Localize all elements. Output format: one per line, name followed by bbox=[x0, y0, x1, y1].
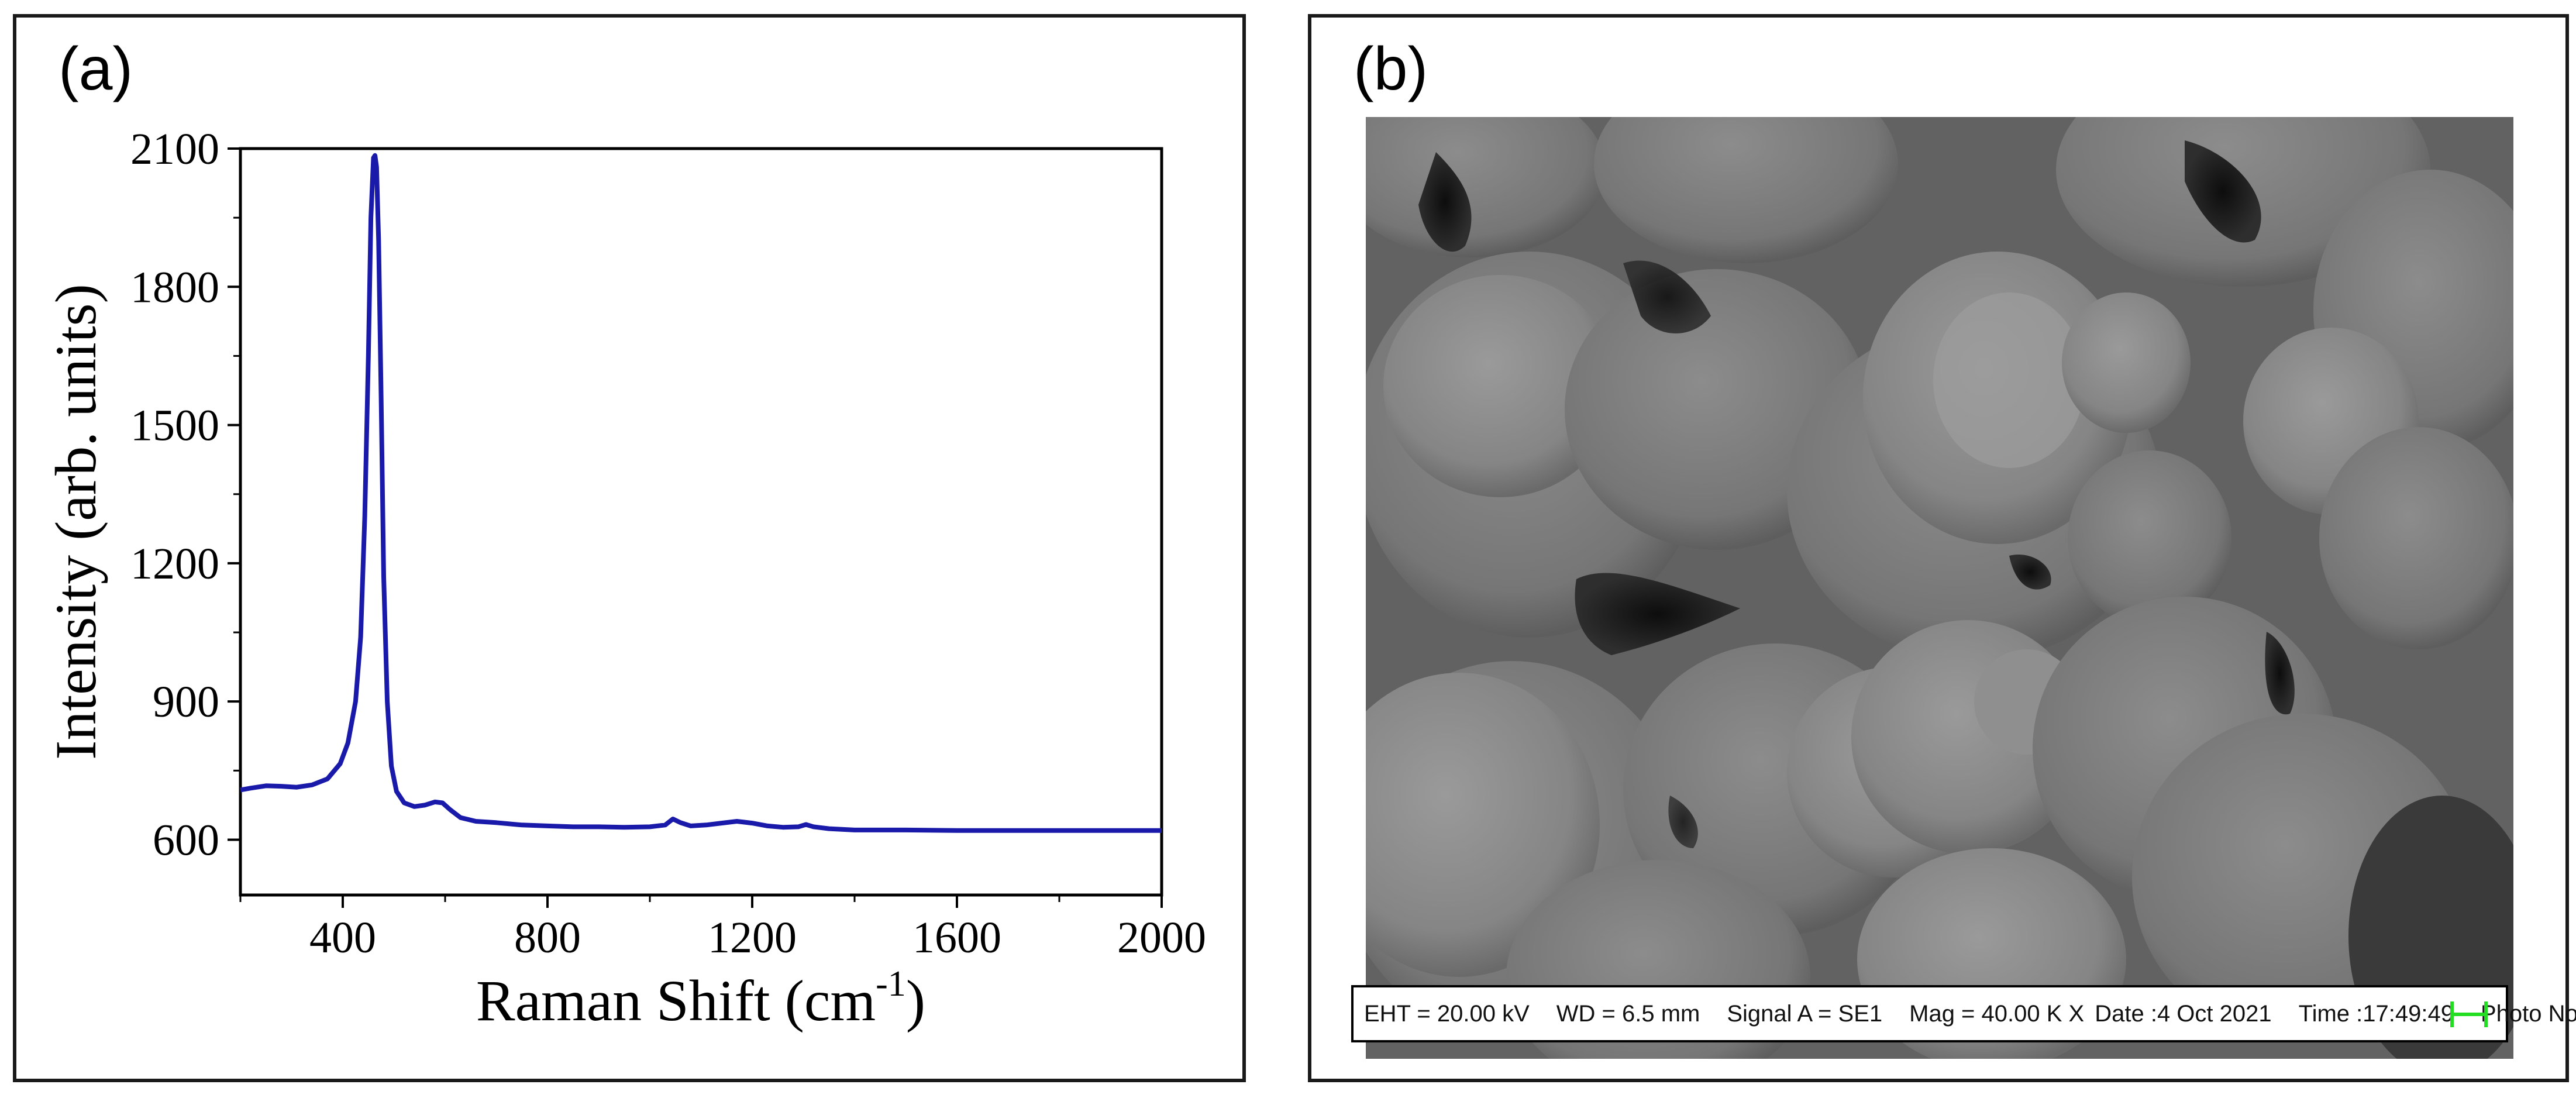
y-axis-title: Intensity (arb. units) bbox=[43, 284, 108, 760]
signal-value: Signal A = SE1 bbox=[1727, 1000, 1883, 1027]
x-tick-label: 1200 bbox=[708, 913, 797, 962]
photo-number: Photo No. = 10578 bbox=[2480, 1000, 2576, 1027]
y-tick-label: 1500 bbox=[130, 401, 219, 450]
y-tick-label: 900 bbox=[153, 677, 219, 727]
scale-bar-icon bbox=[2450, 1001, 2488, 1027]
x-tick-label: 2000 bbox=[1117, 913, 1206, 962]
y-tick-label: 1200 bbox=[130, 539, 219, 588]
plot-frame bbox=[239, 147, 1163, 897]
eht-value: EHT = 20.00 kV bbox=[1364, 1000, 1530, 1027]
panel-b-label: (b) bbox=[1354, 35, 1428, 103]
panel-b: (b) bbox=[1308, 14, 2576, 1082]
panel-a-label: (a) bbox=[58, 35, 133, 103]
spectrum-line bbox=[240, 153, 1162, 833]
time-value: Time :17:49:49 bbox=[2298, 1000, 2454, 1027]
y-tick-label: 600 bbox=[153, 815, 219, 865]
wd-value: WD = 6.5 mm bbox=[1556, 1000, 1700, 1027]
y-tick-label: 2100 bbox=[130, 125, 219, 174]
y-tick-label: 1800 bbox=[130, 263, 219, 312]
date-value: Date :4 Oct 2021 bbox=[2095, 1000, 2272, 1027]
sem-info-bar: EHT = 20.00 kV WD = 6.5 mm Signal A = SE… bbox=[1351, 985, 2576, 1042]
x-tick-label: 1600 bbox=[912, 913, 1001, 962]
raman-chart: 400 800 1200 1600 2000 600 900 1200 1500 1800 2100… bbox=[43, 125, 1206, 1033]
sem-micrograph-art bbox=[1366, 117, 2513, 1059]
x-tick-label: 800 bbox=[514, 913, 581, 962]
ticks-layer: 400 800 1200 1600 2000 600 900 1200 1500 1800 2100 bbox=[130, 125, 1206, 962]
mag-value: Mag = 40.00 K X bbox=[1909, 1000, 2085, 1027]
panel-a: (a) 400 800 1200 1600 2000 600 900 1200 1500 1800… bbox=[13, 14, 1246, 1082]
x-tick-label: 400 bbox=[309, 913, 376, 962]
sem-micrograph bbox=[1366, 117, 2513, 1059]
x-axis-title: Raman Shift (cm-1) bbox=[476, 964, 925, 1033]
